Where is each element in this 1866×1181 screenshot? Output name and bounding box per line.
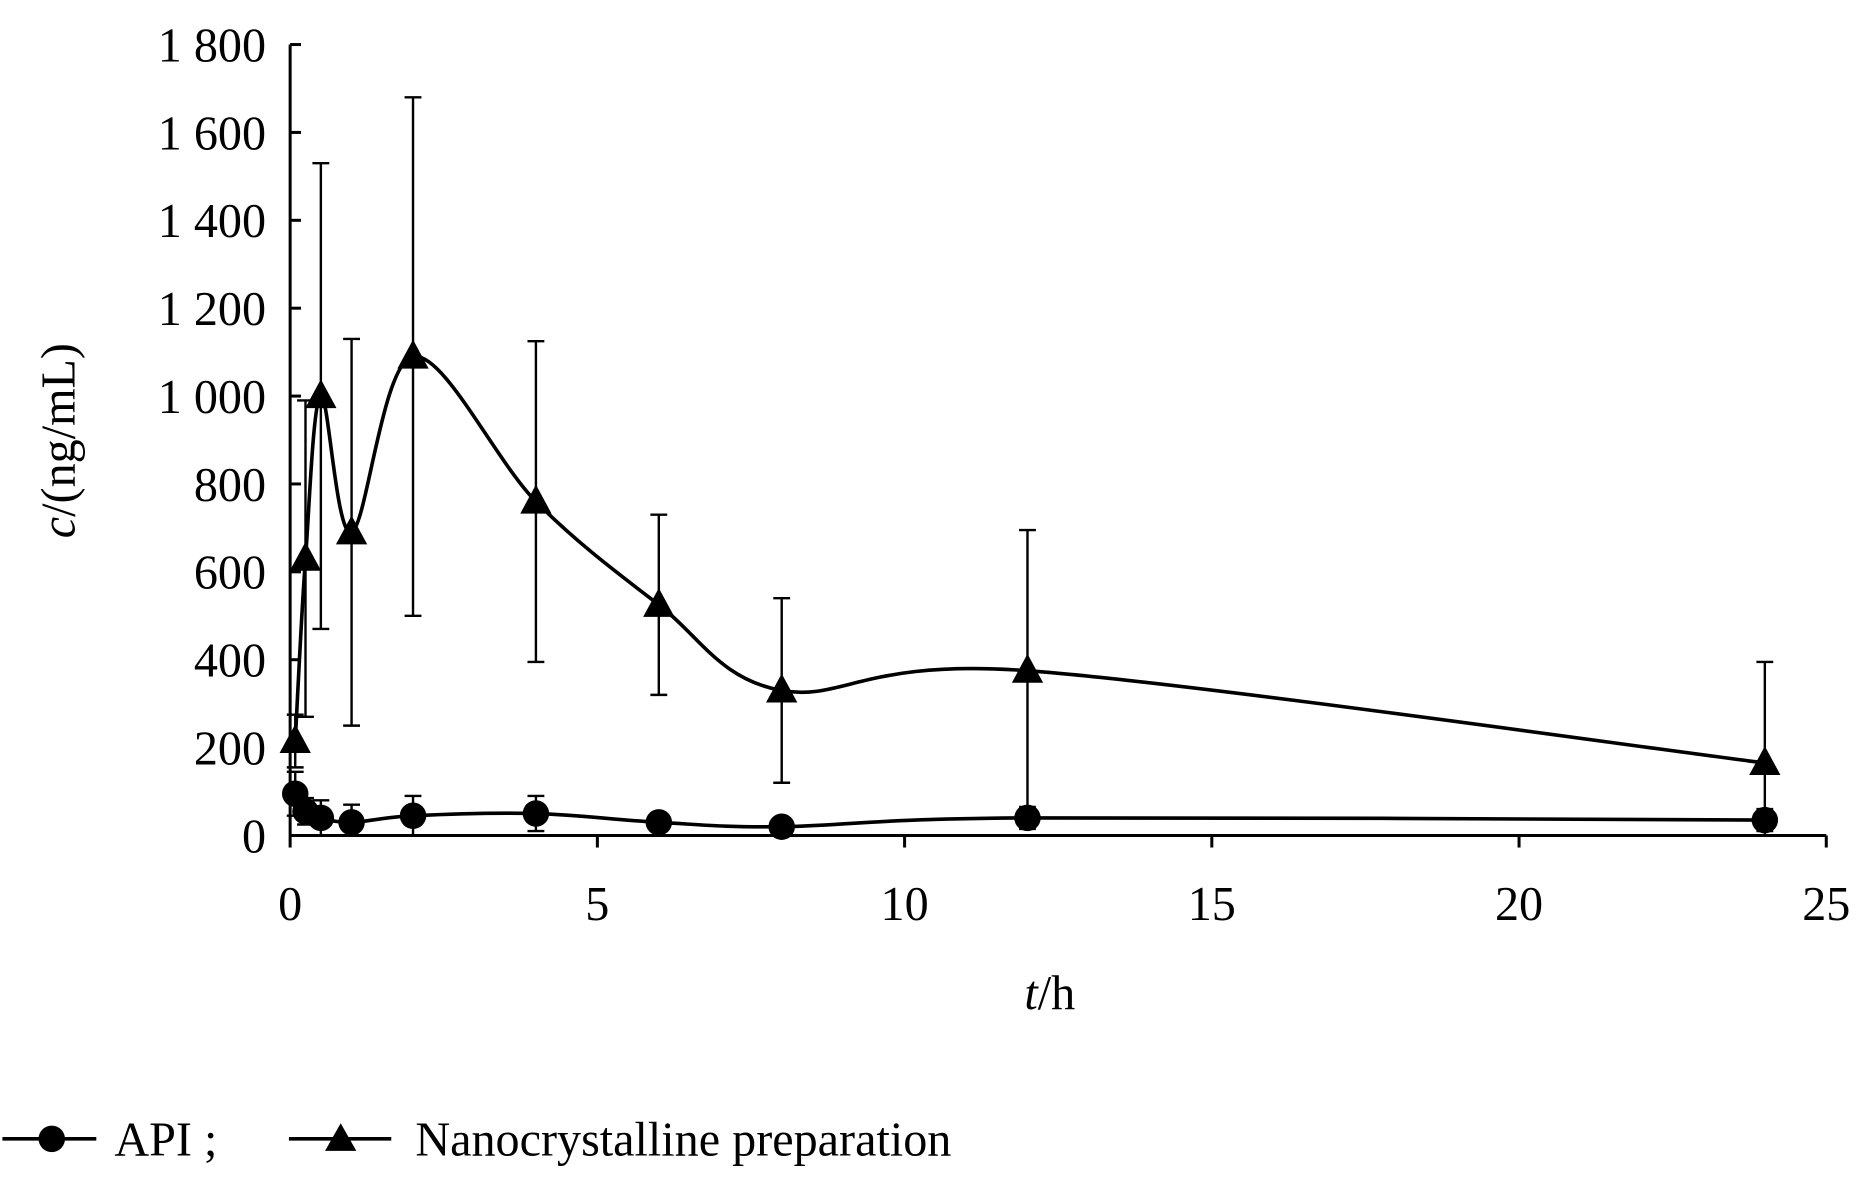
data-point-triangle (397, 339, 429, 369)
x-tick-label: 10 (881, 878, 929, 931)
data-point-triangle (520, 484, 552, 514)
x-tick-label: 0 (278, 878, 302, 931)
y-tick-label: 1 600 (158, 107, 266, 160)
data-point-triangle (1011, 653, 1044, 683)
y-tick-label: 1 800 (158, 19, 266, 72)
y-tick-label: 200 (194, 722, 266, 775)
data-point-triangle (335, 515, 368, 545)
y-tick-label: 600 (194, 547, 266, 600)
x-tick-label: 20 (1495, 878, 1543, 931)
data-point-circle (522, 800, 550, 827)
y-axis-label: c/(ng/mL) (33, 343, 86, 538)
x-axis-label: t/h (1024, 967, 1075, 1020)
data-point-triangle (1749, 746, 1781, 776)
x-tick-label: 5 (585, 878, 609, 931)
data-point-triangle (279, 724, 311, 754)
y-tick-label: 1 400 (158, 195, 266, 248)
series-nanocrystalline (279, 96, 1781, 837)
x-tick-label: 25 (1802, 878, 1850, 931)
series-line (293, 354, 1766, 765)
legend-triangle-icon (325, 1123, 357, 1151)
legend-nano-label: Nanocrystalline preparation (415, 1114, 951, 1167)
data-point-triangle (289, 541, 322, 571)
series-group (279, 96, 1781, 840)
data-point-circle (645, 809, 673, 836)
y-tick-label: 0 (242, 810, 266, 863)
data-point-circle (307, 804, 335, 832)
data-point-circle (338, 809, 365, 836)
y-tick-label: 1 200 (158, 283, 266, 336)
data-point-triangle (305, 379, 337, 409)
data-point-triangle (766, 673, 798, 703)
data-point-triangle (643, 587, 675, 617)
legend-api-label: API ; (114, 1114, 217, 1167)
legend: API ; Nanocrystalline preparation (2, 1114, 951, 1167)
axes: 0 5 10 15 20 25 0 200 400 600 800 1 000 1 200 1 400 1 … (158, 19, 1851, 930)
legend-circle-icon (38, 1125, 66, 1153)
data-point-circle (399, 802, 427, 829)
x-tick-label: 15 (1188, 878, 1236, 931)
y-tick-label: 1 000 (158, 371, 266, 424)
y-tick-label: 400 (194, 635, 266, 688)
series-api (281, 770, 1779, 840)
data-point-circle (768, 813, 795, 840)
y-tick-label: 800 (194, 459, 266, 512)
